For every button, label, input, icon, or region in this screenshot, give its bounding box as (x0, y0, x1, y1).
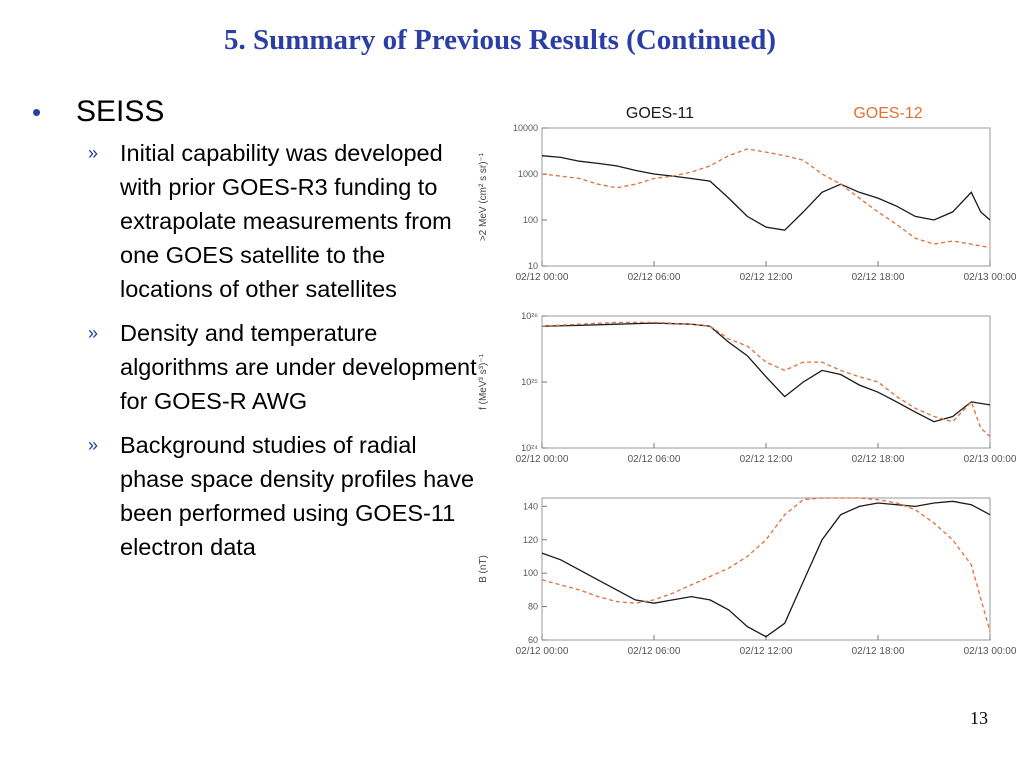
sub-bullet-2: » Density and temperature algorithms are … (32, 316, 482, 418)
x-tick-label: 02/12 06:00 (628, 646, 681, 657)
series-line-goes-11 (541, 322, 991, 423)
x-tick-label: 02/12 12:00 (740, 646, 793, 657)
panel-frame (541, 127, 991, 267)
y-tick-label: 10000 (513, 123, 538, 133)
raquo-icon: » (88, 435, 99, 455)
series-line-goes-11 (541, 155, 991, 231)
x-tick-label: 02/13 00:00 (964, 646, 1017, 657)
raquo-icon: » (88, 143, 99, 163)
y-tick-label: 1000 (518, 169, 538, 179)
sub-bullet-1-text: Initial capability was developed with pr… (120, 140, 452, 302)
legend-label: GOES-12 (853, 105, 922, 122)
x-tick-label: 02/12 06:00 (628, 272, 681, 283)
series-line-goes-11 (541, 500, 991, 638)
y-tick-label: 10²⁶ (521, 311, 538, 321)
y-tick-label: 100 (523, 215, 538, 225)
bullet-seiss: • SEISS (32, 94, 482, 130)
sub-bullet-2-text: Density and temperature algorithms are u… (120, 320, 477, 414)
x-tick-label: 02/12 00:00 (516, 272, 569, 283)
goes-figure: GOES-11 GOES-12 10 100 1000 10000 02/12 00:00 0… (470, 92, 1024, 677)
x-tick-label: 02/12 18:00 (852, 646, 905, 657)
x-tick-label: 02/12 00:00 (516, 454, 569, 465)
y-tick-label: 100 (523, 568, 538, 578)
y-tick-label: 140 (523, 501, 538, 511)
y-tick-label: 60 (528, 635, 538, 645)
x-tick-label: 02/12 18:00 (852, 272, 905, 283)
y-axis-label: >2 MeV (cm² s sr)⁻¹ (478, 152, 489, 241)
panel-frame (541, 497, 991, 641)
y-axis-label: B (nT) (478, 555, 489, 583)
x-tick-label: 02/12 00:00 (516, 646, 569, 657)
sub-bullet-3-text: Background studies of radial phase space… (120, 432, 475, 560)
panel-frame (541, 315, 991, 449)
y-tick-label: 80 (528, 602, 538, 612)
series-line-goes-12 (541, 148, 991, 249)
y-tick-label: 10²⁵ (521, 377, 538, 387)
page-number: 13 (970, 708, 988, 728)
bullet-list: • SEISS » Initial capability was develope… (32, 94, 482, 574)
sub-bullet-list: » Initial capability was developed with p… (32, 136, 482, 564)
y-tick-label: 120 (523, 535, 538, 545)
x-tick-label: 02/13 00:00 (964, 454, 1017, 465)
bullet-seiss-label: SEISS (76, 95, 165, 128)
slide-title: 5. Summary of Previous Results (Continue… (223, 24, 777, 56)
y-tick-label: 10²⁴ (521, 443, 538, 453)
bullet-dot-icon: • (32, 97, 42, 127)
y-axis-label: f (MeV³ s³)⁻¹ (478, 353, 489, 409)
x-tick-label: 02/12 12:00 (740, 272, 793, 283)
sub-bullet-1: » Initial capability was developed with p… (32, 136, 482, 306)
x-tick-label: 02/12 12:00 (740, 454, 793, 465)
raquo-icon: » (88, 323, 99, 343)
y-tick-label: 10 (528, 261, 538, 271)
x-tick-label: 02/12 18:00 (852, 454, 905, 465)
series-line-goes-12 (541, 497, 991, 632)
goes-figure-svg: GOES-11 GOES-12 10 100 1000 10000 02/12 00:00 0… (478, 105, 1017, 657)
x-tick-label: 02/13 00:00 (964, 272, 1017, 283)
x-tick-label: 02/12 06:00 (628, 454, 681, 465)
legend-label: GOES-11 (626, 105, 694, 122)
sub-bullet-3: » Background studies of radial phase spac… (32, 428, 482, 564)
series-line-goes-12 (541, 321, 991, 437)
